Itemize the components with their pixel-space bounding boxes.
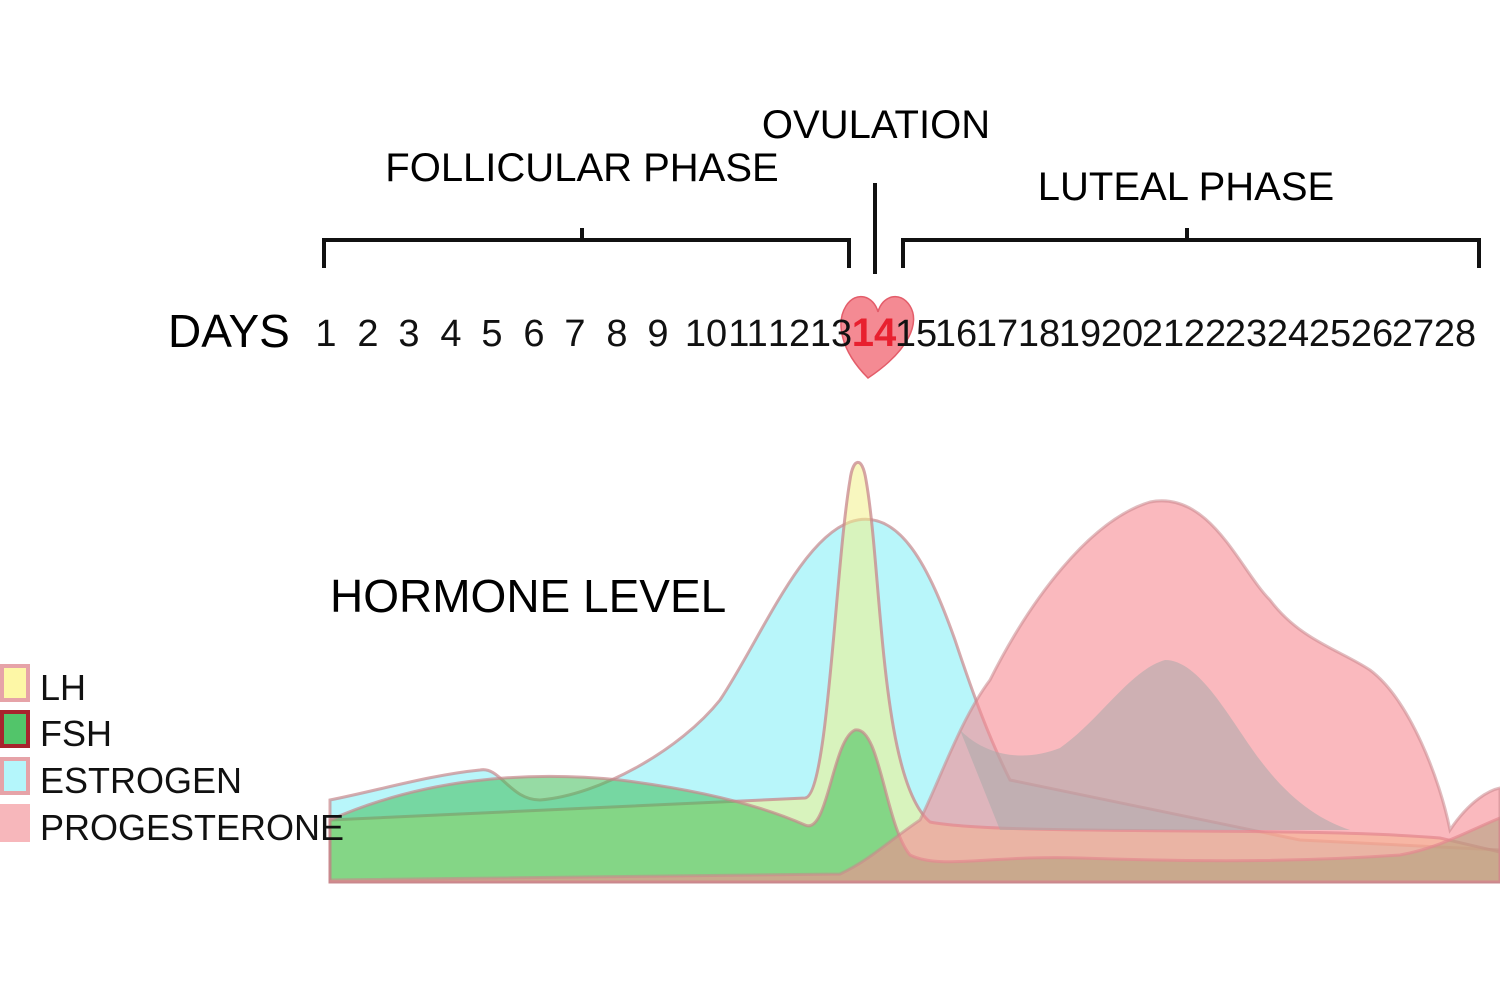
day-number: 5	[481, 313, 502, 355]
follicular-phase-label: FOLLICULAR PHASE	[385, 146, 778, 190]
legend-label-estrogen: ESTROGEN	[40, 760, 242, 801]
legend-label-fsh: FSH	[40, 713, 112, 754]
legend-swatch-lh	[0, 664, 30, 702]
day-number: 22	[1184, 313, 1226, 355]
day-number: 20	[1101, 313, 1143, 355]
days-label: DAYS	[168, 305, 290, 357]
luteal-bracket	[901, 238, 1481, 268]
day-number: 6	[523, 313, 544, 355]
day-number: 26	[1351, 313, 1393, 355]
legend-swatch-estrogen	[0, 757, 30, 795]
day-number: 2	[357, 313, 378, 355]
overlap-region	[960, 660, 1350, 830]
legend: LH FSH ESTROGEN PROGESTERONE	[0, 664, 344, 848]
legend-label-progesterone: PROGESTERONE	[40, 807, 344, 848]
luteal-phase-label: LUTEAL PHASE	[1038, 165, 1334, 209]
day-number: 24	[1267, 313, 1309, 355]
day-number: 7	[564, 313, 585, 355]
day-number: 27	[1392, 313, 1434, 355]
day-number: 18	[1018, 313, 1060, 355]
day-number: 1	[315, 313, 336, 355]
day-number: 3	[398, 313, 419, 355]
hormone-curves	[328, 460, 1500, 884]
day-number: 11	[728, 313, 767, 355]
day-number: 15	[895, 313, 937, 355]
day-number: 10	[685, 313, 727, 355]
legend-label-lh: LH	[40, 667, 86, 708]
day-number: 19	[1059, 313, 1101, 355]
day-number: 8	[606, 313, 627, 355]
heart-icon	[840, 295, 915, 379]
legend-swatch-fsh	[0, 710, 30, 748]
day-number-highlighted: 14	[852, 311, 897, 355]
day-number: 21	[1142, 313, 1184, 355]
day-number: 28	[1434, 313, 1476, 355]
day-number: 25	[1309, 313, 1351, 355]
day-number: 4	[440, 313, 461, 355]
day-number: 12	[768, 313, 810, 355]
day-number: 9	[647, 313, 668, 355]
day-number: 13	[810, 313, 852, 355]
ovulation-label: OVULATION	[762, 103, 990, 147]
day-number: 16	[935, 313, 977, 355]
follicular-bracket	[322, 238, 851, 268]
day-number: 23	[1225, 313, 1267, 355]
legend-swatch-progesterone	[0, 804, 30, 842]
hormone-level-label: HORMONE LEVEL	[330, 570, 726, 622]
day-number: 17	[976, 313, 1018, 355]
